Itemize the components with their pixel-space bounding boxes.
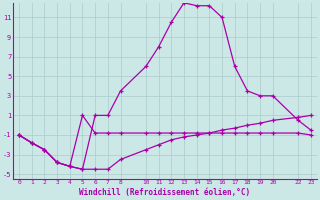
X-axis label: Windchill (Refroidissement éolien,°C): Windchill (Refroidissement éolien,°C) bbox=[79, 188, 251, 197]
